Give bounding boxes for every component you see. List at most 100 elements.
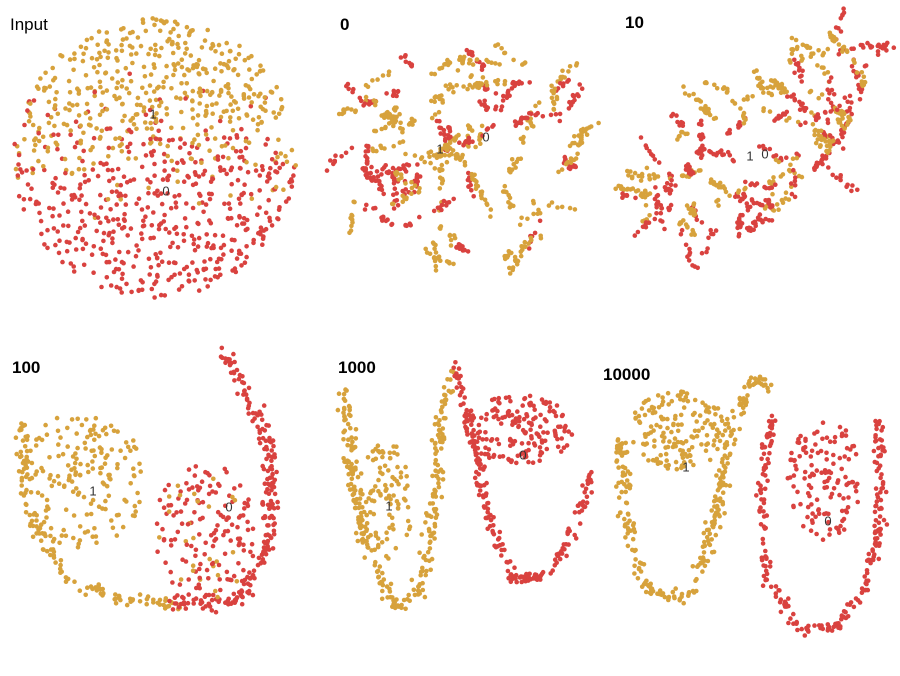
point: [218, 61, 223, 66]
point: [738, 106, 743, 111]
point: [177, 271, 183, 276]
point: [42, 242, 47, 247]
point: [146, 190, 151, 196]
point: [183, 96, 188, 101]
point: [212, 66, 218, 71]
point: [461, 54, 467, 60]
point: [41, 164, 46, 169]
point: [793, 61, 799, 67]
point: [423, 520, 428, 525]
point: [472, 433, 477, 438]
point: [265, 487, 270, 492]
point: [24, 457, 29, 462]
point: [124, 499, 129, 504]
point: [227, 119, 233, 124]
point: [55, 111, 61, 117]
point: [27, 476, 33, 482]
point: [831, 92, 837, 97]
point: [740, 196, 745, 202]
point: [184, 542, 190, 547]
point: [427, 558, 432, 564]
point: [466, 170, 471, 176]
point: [164, 112, 170, 117]
point: [404, 474, 410, 479]
point: [633, 416, 638, 421]
point: [104, 215, 109, 221]
point: [124, 180, 130, 185]
point: [204, 232, 209, 237]
point: [261, 234, 266, 239]
point: [34, 518, 39, 523]
point: [417, 186, 422, 191]
point: [179, 521, 185, 526]
point: [183, 606, 189, 611]
point: [514, 460, 519, 466]
point: [465, 123, 471, 128]
point: [447, 128, 453, 134]
point: [492, 396, 497, 402]
point: [46, 506, 51, 512]
point: [236, 542, 242, 548]
point: [562, 429, 567, 434]
point: [831, 138, 836, 143]
point: [346, 482, 351, 488]
point: [429, 438, 435, 443]
point: [877, 437, 883, 442]
point: [348, 228, 354, 233]
point: [420, 587, 426, 593]
point: [353, 436, 359, 441]
point: [509, 86, 515, 91]
point: [567, 205, 573, 211]
point: [885, 40, 890, 46]
point: [67, 240, 72, 245]
point: [98, 134, 103, 140]
point: [44, 432, 50, 438]
point: [652, 157, 658, 162]
point: [484, 79, 489, 85]
point: [469, 73, 474, 78]
point: [209, 561, 215, 567]
point: [620, 464, 626, 470]
point: [694, 150, 700, 155]
cluster-label: 1: [89, 483, 96, 498]
point: [561, 542, 567, 547]
point: [224, 469, 229, 475]
point: [395, 203, 401, 208]
point: [51, 478, 57, 484]
point: [148, 265, 154, 270]
point: [204, 103, 210, 109]
point: [236, 196, 242, 202]
point: [712, 82, 717, 88]
point: [572, 134, 577, 139]
point: [577, 521, 583, 526]
point: [423, 572, 429, 578]
point: [451, 365, 457, 371]
point: [278, 97, 284, 102]
point: [357, 501, 362, 506]
point: [237, 536, 243, 541]
point: [496, 399, 501, 405]
point: [57, 540, 62, 546]
point: [799, 626, 804, 632]
point: [719, 418, 725, 424]
point: [116, 267, 122, 272]
point: [792, 178, 798, 184]
point: [761, 563, 766, 568]
point: [369, 548, 375, 553]
point: [407, 221, 413, 226]
point: [250, 418, 255, 424]
point: [286, 196, 292, 201]
point: [833, 37, 839, 42]
point: [99, 446, 104, 452]
point: [863, 63, 869, 68]
point: [375, 536, 381, 541]
point: [40, 134, 46, 140]
panel-title: 100: [12, 358, 40, 377]
point: [716, 507, 721, 513]
point: [875, 43, 881, 49]
point: [433, 457, 439, 463]
point: [254, 212, 260, 217]
point: [256, 115, 262, 120]
point: [456, 366, 462, 371]
point: [95, 42, 100, 48]
